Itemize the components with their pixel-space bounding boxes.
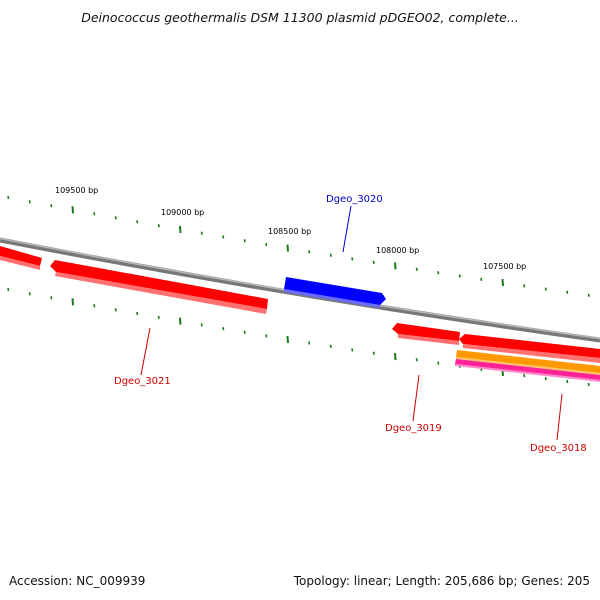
reverse-tick-track <box>7 287 590 387</box>
bp-label-109500: 109500 bp <box>55 186 98 195</box>
forward-tick-mark <box>50 204 53 208</box>
reverse-tick-mark <box>308 341 311 345</box>
reverse-tick-mark <box>329 344 332 349</box>
reverse-tick-mark <box>587 382 590 387</box>
reverse-tick-mark <box>415 358 418 362</box>
forward-tick-mark <box>437 271 440 275</box>
gene-dgeo-3019-leader <box>412 374 420 422</box>
forward-tick-mark <box>501 279 504 287</box>
reverse-tick-mark <box>157 315 160 320</box>
reverse-tick-mark <box>265 334 268 338</box>
forward-tick-mark <box>28 200 31 204</box>
forward-tick-mark <box>587 293 590 297</box>
reverse-tick-mark <box>286 335 289 344</box>
forward-tick-mark <box>265 242 268 247</box>
bp-label-109000: 109000 bp <box>161 208 204 217</box>
forward-tick-mark <box>93 212 96 216</box>
forward-tick-mark <box>308 250 311 254</box>
reverse-tick-mark <box>437 361 440 365</box>
gene-dgeo-3020[interactable] <box>284 277 386 308</box>
bp-label-108500: 108500 bp <box>268 227 311 236</box>
reverse-tick-mark <box>114 308 117 312</box>
forward-tick-mark <box>222 235 225 239</box>
reverse-tick-mark <box>93 304 96 308</box>
forward-tick-mark <box>179 225 182 233</box>
gene-dgeo-3018[interactable] <box>455 359 600 382</box>
map-summary-text: Topology: linear; Length: 205,686 bp; Ge… <box>293 574 590 588</box>
reverse-tick-mark <box>50 296 53 300</box>
forward-tick-mark <box>372 260 375 265</box>
gene-label-dgeo-3020[interactable]: Dgeo_3020 <box>326 194 383 205</box>
reverse-tick-mark <box>7 287 10 292</box>
reverse-tick-mark <box>394 353 397 361</box>
gene-label-dgeo-3019[interactable]: Dgeo_3019 <box>385 423 442 434</box>
reverse-tick-mark <box>136 311 139 316</box>
gene-dgeo-3018-leader <box>556 393 563 441</box>
forward-tick-mark <box>7 195 10 200</box>
forward-tick-mark <box>114 216 117 220</box>
reverse-tick-mark <box>544 376 547 381</box>
reverse-tick-mark <box>71 298 74 306</box>
reverse-tick-mark <box>179 317 182 325</box>
reverse-tick-mark <box>372 351 375 355</box>
reverse-tick-mark <box>200 323 203 327</box>
gene-right-edge[interactable] <box>459 334 600 363</box>
forward-tick-mark <box>523 284 526 288</box>
gene-dgeo-3020-leader <box>342 205 352 253</box>
forward-tick-mark <box>157 223 160 228</box>
map-title: Deinococcus geothermalis DSM 11300 plasm… <box>81 10 519 25</box>
forward-tick-track <box>7 195 590 297</box>
forward-tick-mark <box>480 277 483 282</box>
gene-label-dgeo-3018[interactable]: Dgeo_3018 <box>530 443 587 454</box>
reverse-tick-mark <box>351 348 354 352</box>
forward-tick-mark <box>566 290 569 294</box>
forward-tick-mark <box>286 244 289 252</box>
gene-label-dgeo-3021[interactable]: Dgeo_3021 <box>114 376 171 387</box>
reverse-tick-mark <box>566 379 569 384</box>
reverse-tick-mark <box>523 373 526 378</box>
reverse-tick-mark <box>243 330 246 334</box>
forward-tick-mark <box>200 231 203 235</box>
forward-tick-mark <box>458 274 461 278</box>
forward-tick-mark <box>415 267 418 271</box>
gene-dgeo-3019[interactable] <box>392 323 460 345</box>
bp-label-108000: 108000 bp <box>376 246 419 255</box>
forward-tick-mark <box>136 220 139 224</box>
forward-tick-mark <box>394 262 397 270</box>
forward-tick-mark <box>351 257 354 261</box>
gene-dgeo-3021[interactable] <box>50 260 268 314</box>
forward-tick-mark <box>329 253 332 257</box>
reverse-tick-mark <box>28 292 31 296</box>
reverse-tick-mark <box>222 326 225 331</box>
forward-tick-mark <box>544 287 547 291</box>
forward-tick-mark <box>243 239 246 243</box>
accession-text: Accession: NC_009939 <box>9 574 146 588</box>
forward-tick-mark <box>71 206 74 214</box>
gene-dgeo-3021-leader <box>140 327 151 376</box>
bp-label-107500: 107500 bp <box>483 262 526 271</box>
gene-left-edge[interactable] <box>0 246 42 270</box>
feature-orange[interactable] <box>456 350 600 375</box>
